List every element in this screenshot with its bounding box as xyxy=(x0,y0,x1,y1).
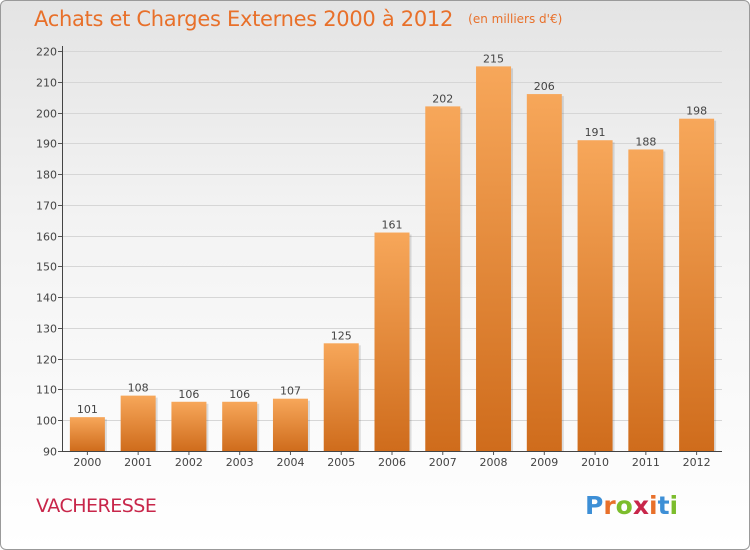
y-tick-label: 190 xyxy=(36,138,57,151)
axis-layer: 90 100 110 120 130 140 150 160 170 180 190 200 210 22… xyxy=(36,46,722,469)
bar-value-label: 206 xyxy=(534,80,555,93)
y-tick-label: 170 xyxy=(36,200,57,213)
bar xyxy=(171,401,207,451)
bar xyxy=(374,232,410,451)
logo-letter: x xyxy=(632,491,649,520)
y-tick-label: 100 xyxy=(36,415,57,428)
bar xyxy=(222,401,258,451)
x-tick-label: 2009 xyxy=(530,456,558,469)
y-tick-label: 220 xyxy=(36,46,57,59)
bar-value-label: 161 xyxy=(382,219,403,232)
bar xyxy=(323,343,359,451)
chart-title: Achats et Charges Externes 2000 à 2012 xyxy=(34,7,454,31)
bar xyxy=(476,66,512,451)
bar xyxy=(272,398,308,451)
y-tick-label: 140 xyxy=(36,292,57,305)
bar-value-label: 101 xyxy=(77,403,98,416)
x-tick-label: 2001 xyxy=(124,456,152,469)
bar xyxy=(69,417,105,451)
bar xyxy=(628,149,664,451)
bar xyxy=(577,140,613,451)
x-tick-label: 2010 xyxy=(581,456,609,469)
x-tick-label: 2005 xyxy=(327,456,355,469)
y-tick-label: 210 xyxy=(36,77,57,90)
bar-value-label: 107 xyxy=(280,385,301,398)
x-tick-label: 2007 xyxy=(429,456,457,469)
y-tick-label: 200 xyxy=(36,108,57,121)
x-tick-label: 2008 xyxy=(480,456,508,469)
bar-value-label: 106 xyxy=(178,388,199,401)
bar xyxy=(526,94,562,452)
bar-value-label: 108 xyxy=(128,382,149,395)
bar-value-label: 215 xyxy=(483,52,504,65)
y-tick-label: 120 xyxy=(36,354,57,367)
bar-value-label: 191 xyxy=(585,126,606,139)
x-tick-label: 2000 xyxy=(73,456,101,469)
title-row: Achats et Charges Externes 2000 à 2012 (… xyxy=(34,7,562,31)
y-tick-label: 130 xyxy=(36,323,57,336)
bar-layer: 101 108 106 106 107 125 161 202 215 206 191 188 198 xyxy=(69,52,717,452)
x-tick-label: 2004 xyxy=(276,456,304,469)
x-tick-label: 2006 xyxy=(378,456,406,469)
logo-letter: o xyxy=(615,491,633,520)
bar xyxy=(120,395,156,451)
y-tick-label: 160 xyxy=(36,231,57,244)
bar-value-label: 125 xyxy=(331,329,352,342)
logo-letter: i xyxy=(649,491,658,520)
bar-value-label: 106 xyxy=(229,388,250,401)
logo-letter: r xyxy=(603,491,616,520)
chart-subtitle: (en milliers d'€) xyxy=(468,12,563,26)
y-tick-label: 150 xyxy=(36,261,57,274)
logo-letter: t xyxy=(657,491,670,520)
logo-letter: i xyxy=(669,491,679,520)
logo-letter: P xyxy=(585,491,604,520)
bar-value-label: 198 xyxy=(686,105,707,118)
y-tick-label: 180 xyxy=(36,169,57,182)
bar xyxy=(425,106,461,451)
x-tick-label: 2002 xyxy=(175,456,203,469)
y-tick-label: 110 xyxy=(36,384,57,397)
x-tick-label: 2012 xyxy=(683,456,711,469)
bar-value-label: 188 xyxy=(635,135,656,148)
y-tick-label: 90 xyxy=(43,446,57,459)
bar-value-label: 202 xyxy=(432,92,453,105)
x-tick-label: 2011 xyxy=(632,456,660,469)
bar xyxy=(679,118,715,451)
commune-name: VACHERESSE xyxy=(36,495,157,517)
x-tick-label: 2003 xyxy=(226,456,254,469)
proxiti-logo: Proxiti xyxy=(585,491,678,520)
